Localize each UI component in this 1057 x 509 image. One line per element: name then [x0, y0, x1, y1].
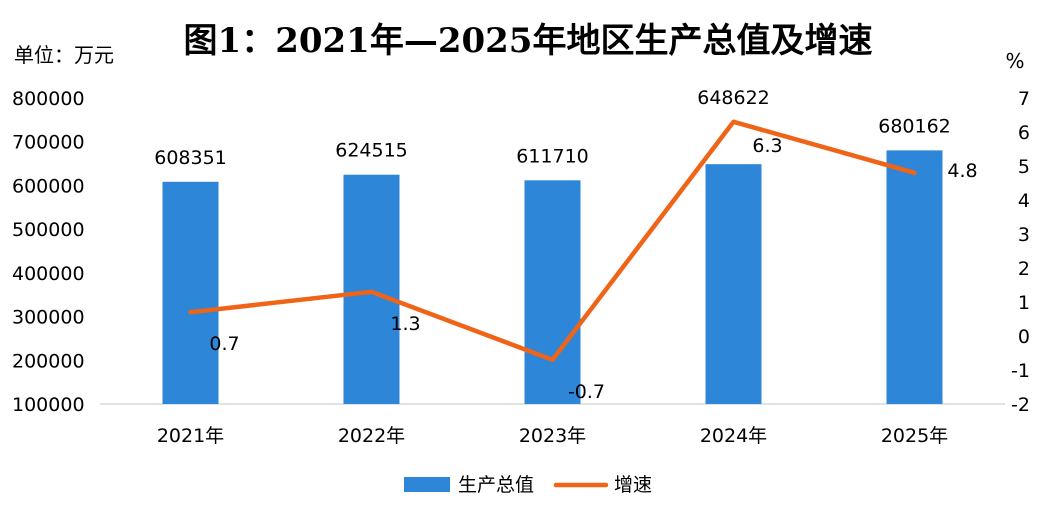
left-axis-unit: 单位：万元 [14, 43, 114, 67]
line-data-label: 6.3 [752, 135, 782, 157]
line-data-labels: 0.7 1.3 -0.7 6.3 4.8 [209, 135, 977, 403]
line-series [188, 119, 917, 363]
legend-label-line: 增速 [614, 474, 652, 496]
right-tick-label: -2 [1011, 394, 1030, 416]
left-tick-label: 300000 [12, 307, 85, 329]
bar-data-label: 648622 [697, 87, 770, 109]
growth-line [188, 119, 917, 363]
chart-title: 图1：2021年—2025年地区生产总值及增速 [184, 21, 873, 61]
bar-series [162, 150, 943, 404]
bar-data-label: 608351 [154, 147, 227, 169]
right-tick-label: 2 [1018, 258, 1030, 280]
left-tick-label: 100000 [12, 394, 85, 416]
bar [886, 150, 943, 404]
left-tick-label: 400000 [12, 263, 85, 285]
x-axis-ticks: 2021年 2022年 2023年 2024年 2025年 [157, 425, 948, 447]
right-axis-ticks: -2 -1 0 1 2 3 4 5 6 7 [1011, 88, 1030, 416]
line-data-label: 4.8 [947, 160, 977, 182]
left-axis-ticks: 100000 200000 300000 400000 500000 600000 7000… [12, 88, 85, 416]
left-tick-label: 200000 [12, 350, 85, 372]
bar-data-label: 624515 [335, 140, 408, 162]
line-data-label: -0.7 [568, 381, 605, 403]
x-tick-label: 2023年 [519, 425, 586, 447]
right-tick-label: 5 [1018, 156, 1030, 178]
bar [524, 180, 581, 404]
right-axis-unit: % [1005, 49, 1024, 73]
right-tick-label: 6 [1018, 122, 1030, 144]
left-tick-label: 800000 [12, 88, 85, 110]
bar-data-label: 611710 [516, 145, 589, 167]
line-data-label: 0.7 [209, 333, 239, 355]
legend: 生产总值 增速 [404, 474, 652, 496]
right-tick-label: 4 [1018, 190, 1030, 212]
bar-data-labels: 608351 624515 611710 648622 680162 [154, 87, 951, 169]
bar [705, 164, 762, 404]
left-tick-label: 700000 [12, 132, 85, 154]
left-tick-label: 600000 [12, 175, 85, 197]
bar [162, 181, 219, 404]
right-tick-label: -1 [1011, 360, 1030, 382]
right-tick-label: 7 [1018, 88, 1030, 110]
left-tick-label: 500000 [12, 219, 85, 241]
legend-swatch-bar [404, 477, 450, 492]
x-tick-label: 2021年 [157, 425, 224, 447]
x-tick-label: 2024年 [700, 425, 767, 447]
legend-label-bar: 生产总值 [458, 474, 534, 496]
right-tick-label: 0 [1018, 326, 1030, 348]
right-tick-label: 1 [1018, 292, 1030, 314]
x-tick-label: 2022年 [338, 425, 405, 447]
bar [343, 174, 400, 404]
line-data-label: 1.3 [390, 313, 420, 335]
right-tick-label: 3 [1018, 224, 1030, 246]
bar-data-label: 680162 [878, 115, 951, 137]
x-tick-label: 2025年 [881, 425, 948, 447]
